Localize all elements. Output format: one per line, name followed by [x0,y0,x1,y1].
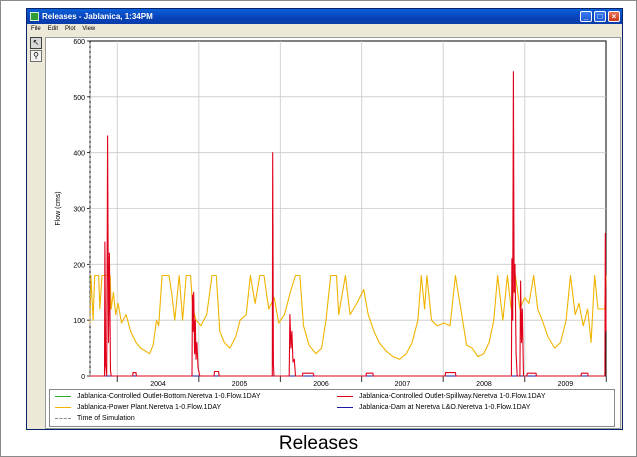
x-tick-label: 2008 [476,381,492,388]
legend-item-power-plant: Jablanica-Power Plant.Neretva 1-0.Flow.1… [55,404,221,411]
chart-area: 0 100 200 300 400 500 600 2004 2005 2006 2007 2008 2… [45,37,621,429]
close-button[interactable]: × [608,11,620,22]
x-tick-label: 2006 [313,381,329,388]
legend-label: Time of Simulation [77,415,135,422]
x-tick-label: 2004 [150,381,166,388]
legend-label: Jablanica-Dam at Neretva L&O.Neretva 1-0… [359,404,531,411]
y-tick-label: 500 [73,95,85,102]
magnifier-icon: ⚲ [33,51,39,60]
legend-label: Jablanica-Power Plant.Neretva 1-0.Flow.1… [77,404,222,411]
x-tick-label: 2009 [558,381,574,388]
legend-label: Jablanica-Controlled Outlet-Bottom.Neret… [77,393,261,400]
y-tick-label: 0 [81,374,85,381]
y-tick-label: 200 [73,262,85,269]
legend-swatch [55,396,71,397]
series-line-2 [89,274,607,360]
menu-edit[interactable]: Edit [47,26,59,32]
maximize-button[interactable]: □ [594,11,606,22]
legend-item-bottom-outlet: Jablanica-Controlled Outlet-Bottom.Neret… [55,393,261,400]
y-tick-label: 300 [73,207,85,214]
menu-view[interactable]: View [82,26,96,32]
flow-chart: 0 100 200 300 400 500 600 2004 2005 2006 2007 2008 2… [55,39,607,388]
legend-item-dam: Jablanica-Dam at Neretva L&O.Neretva 1-0… [337,404,530,411]
plot-window: Releases - Jablanica, 1:34PM _ □ × File … [26,8,623,430]
pointer-tool-button[interactable]: ↖ [30,37,42,49]
minimize-button[interactable]: _ [580,11,592,22]
legend: Jablanica-Controlled Outlet-Bottom.Neret… [49,389,615,427]
menu-file[interactable]: File [31,26,41,32]
x-tick-label: 2007 [395,381,411,388]
title-bar[interactable]: Releases - Jablanica, 1:34PM _ □ × [27,9,622,24]
legend-label: Jablanica-Controlled Outlet-Spillway.Ner… [359,393,546,400]
y-tick-label: 100 [73,318,85,325]
legend-swatch [337,396,353,397]
legend-swatch [55,407,71,408]
zoom-tool-button[interactable]: ⚲ [30,50,42,62]
legend-swatch [55,418,71,419]
window-title: Releases - Jablanica, 1:34PM [42,12,153,21]
series-line-1 [90,71,607,377]
arrow-pointer-icon: ↖ [32,38,40,47]
legend-item-time-of-simulation: Time of Simulation [55,415,135,422]
y-tick-label: 600 [73,39,85,46]
app-icon [30,12,39,21]
legend-item-spillway: Jablanica-Controlled Outlet-Spillway.Ner… [337,393,546,400]
menu-plot[interactable]: Plot [65,26,76,32]
toolbar: ↖ ⚲ [30,37,43,63]
figure-caption: Releases [278,433,359,454]
legend-swatch [337,407,353,408]
menu-bar: File Edit Plot View [27,24,622,34]
x-tick-label: 2005 [232,381,248,388]
y-tick-label: 400 [73,151,85,158]
y-axis-label: Flow (cms) [55,191,62,225]
